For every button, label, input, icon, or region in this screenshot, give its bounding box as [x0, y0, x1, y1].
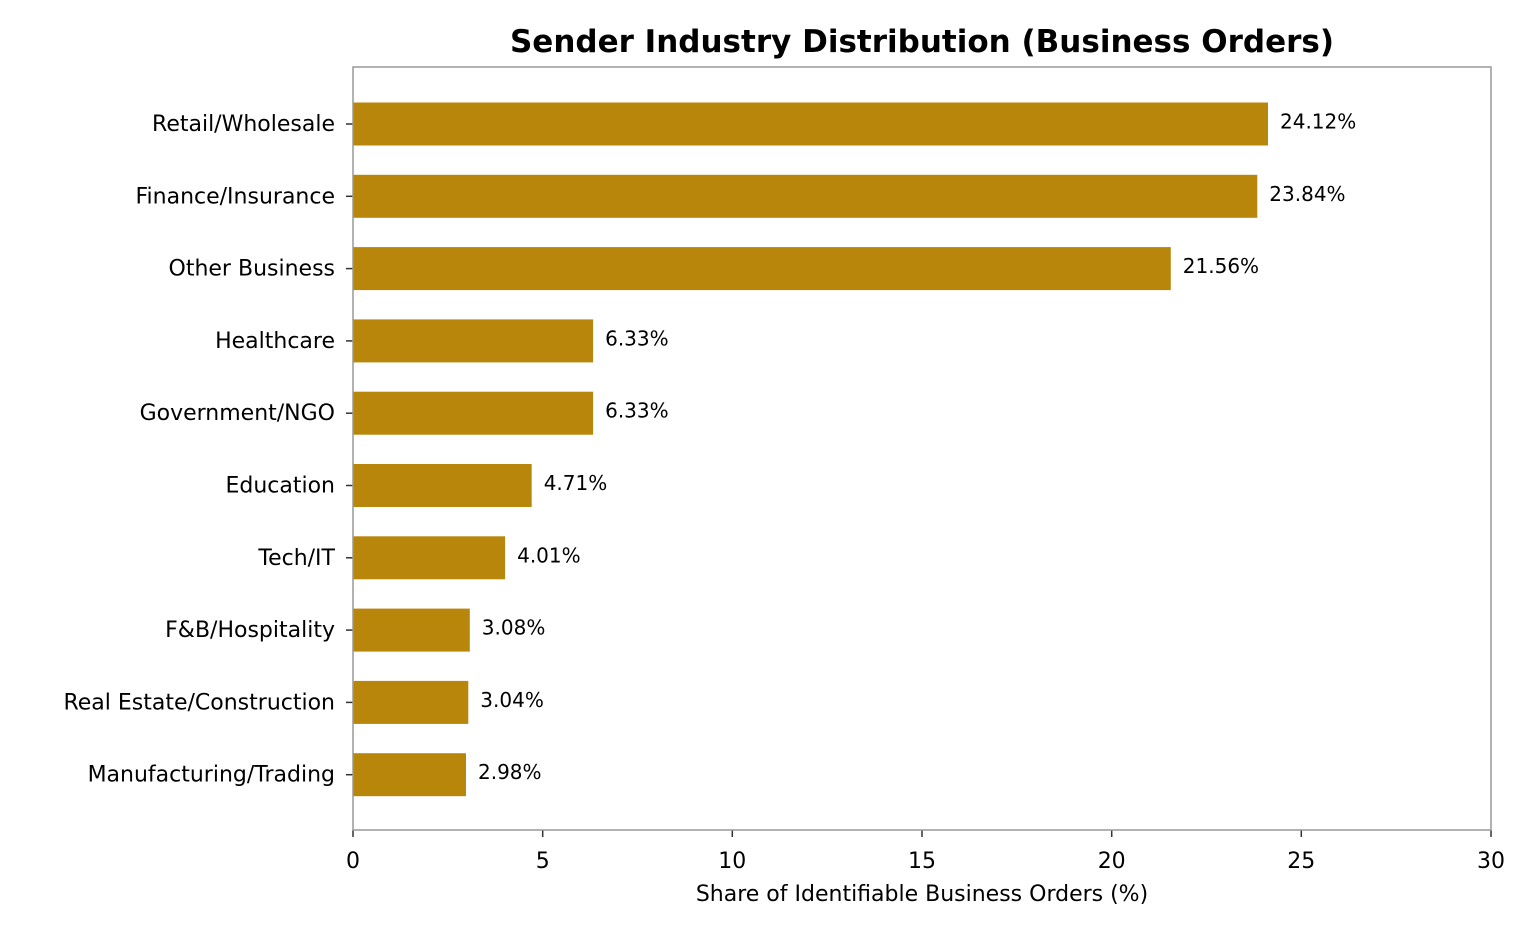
data-label: 21.56% — [1183, 254, 1259, 278]
bar — [353, 247, 1171, 291]
y-tick-label: Real Estate/Construction — [63, 690, 335, 715]
y-tick-label: F&B/Hospitality — [165, 618, 335, 643]
data-label: 3.08% — [482, 616, 546, 640]
y-tick-label: Healthcare — [215, 329, 335, 354]
x-tick-label: 20 — [1098, 849, 1126, 874]
data-labels-layer: 24.12% 23.84% 21.56% 6.33% 6.33% 4.71% 4.01% 3.… — [478, 110, 1356, 785]
x-tick-label: 0 — [346, 849, 360, 874]
data-label: 2.98% — [478, 760, 542, 784]
y-tick-label: Education — [225, 474, 335, 499]
y-tick-label: Government/NGO — [140, 401, 335, 426]
data-label: 4.01% — [517, 543, 581, 567]
x-tick-label: 25 — [1287, 849, 1315, 874]
bar — [353, 608, 470, 652]
x-tick-label: 30 — [1477, 849, 1505, 874]
bar — [353, 680, 469, 724]
bar — [353, 391, 594, 435]
bar — [353, 102, 1268, 146]
y-tick-label: Other Business — [169, 257, 335, 282]
data-label: 4.71% — [544, 471, 608, 495]
plot-frame — [352, 66, 1492, 831]
y-tick-label: Manufacturing/Trading — [88, 763, 335, 788]
y-tick-label: Tech/IT — [257, 546, 335, 571]
x-axis: 0 5 10 15 20 25 30 — [346, 830, 1505, 874]
x-tick-label: 5 — [536, 849, 550, 874]
bars-layer — [353, 102, 1268, 797]
data-label: 3.04% — [480, 688, 544, 712]
x-axis-label: Share of Identifiable Business Orders (%… — [696, 882, 1148, 907]
bar — [353, 753, 466, 797]
chart-title: Sender Industry Distribution (Business O… — [510, 24, 1334, 60]
x-tick-label: 15 — [908, 849, 936, 874]
y-tick-label: Finance/Insurance — [135, 184, 335, 209]
x-tick-label: 10 — [718, 849, 746, 874]
data-label: 24.12% — [1280, 110, 1356, 134]
data-label: 6.33% — [605, 399, 669, 423]
data-label: 23.84% — [1269, 182, 1345, 206]
y-axis: Retail/Wholesale Finance/Insurance Other B… — [63, 112, 353, 788]
bar — [353, 319, 594, 363]
bar — [353, 536, 506, 580]
bar — [353, 174, 1258, 218]
bar — [353, 464, 532, 507]
y-tick-label: Retail/Wholesale — [152, 112, 335, 137]
data-label: 6.33% — [605, 326, 669, 350]
